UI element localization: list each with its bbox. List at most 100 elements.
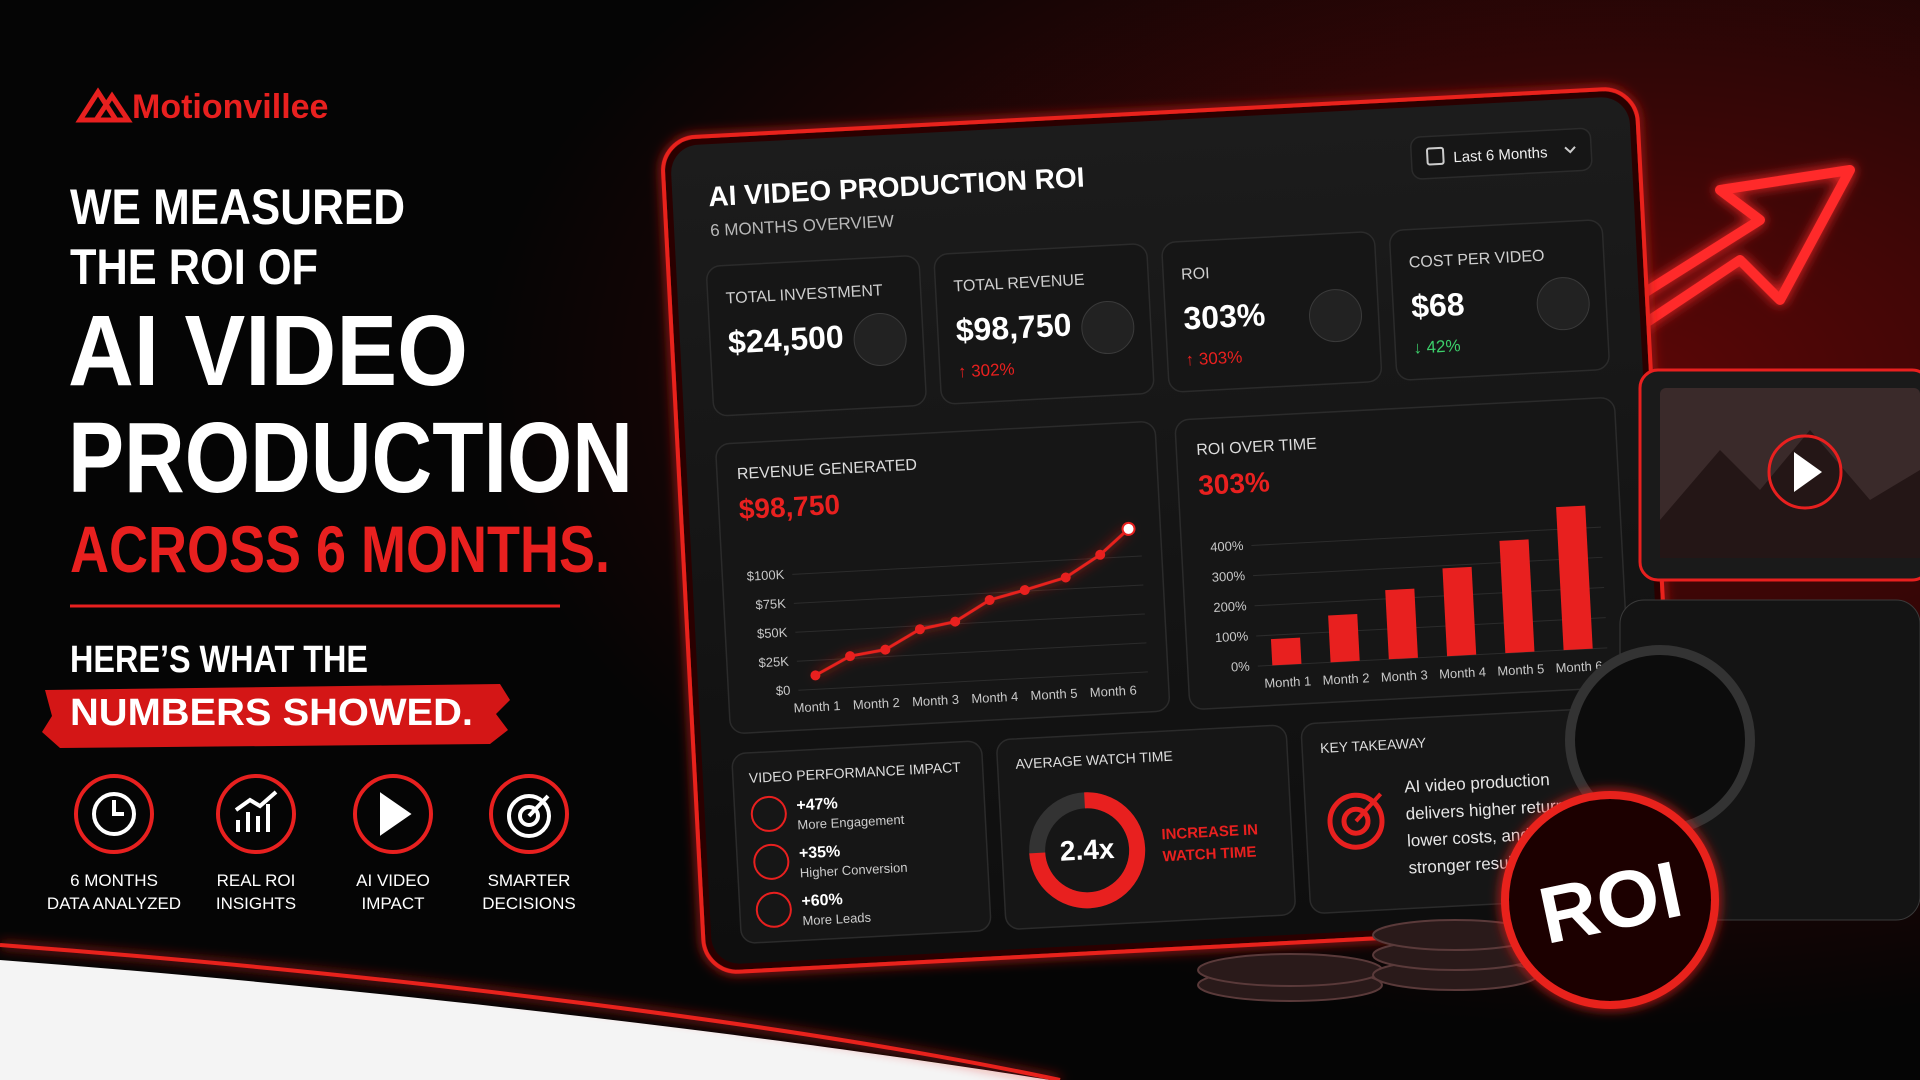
x-tick-label: Month 3 — [1380, 667, 1428, 684]
x-tick-label: Month 5 — [1030, 686, 1078, 703]
icon-ring — [489, 774, 569, 854]
play-icon — [380, 792, 412, 836]
x-tick-label: Month 3 — [912, 692, 960, 709]
kpi-icon — [1309, 289, 1363, 343]
plot: 0% 100% 200% 300% 400% Month 1 Month 2 Month 3 M… — [1210, 505, 1608, 691]
chart-title: ROI OVER TIME — [1196, 436, 1317, 459]
calendar-icon — [1426, 146, 1445, 166]
headline-large: AI VIDEO — [68, 295, 468, 407]
period-selector[interactable] — [1410, 127, 1593, 180]
y-tick-label: 0% — [1231, 659, 1251, 675]
revenue-line — [814, 527, 1130, 677]
brand-logo — [75, 87, 133, 123]
chart-headline: $98,750 — [738, 489, 841, 525]
y-tick-label: 100% — [1215, 628, 1249, 645]
y-tick-label: 400% — [1210, 538, 1244, 555]
kpi-card: ROI 303% ↑ 303% — [1161, 231, 1383, 393]
revenue-point — [1019, 585, 1030, 596]
plot: $0 $25K $50K $75K $100K Month 1 Month 2 Month 3… — [746, 521, 1148, 715]
watch-time-card: AVERAGE WATCH TIME 2.4x INCREASE IN WATC… — [996, 724, 1296, 930]
x-tick-label: Month 1 — [1264, 673, 1312, 690]
metric-icon — [753, 843, 790, 880]
grid-line — [1256, 617, 1606, 637]
kpi-change: ↓ 42% — [1413, 336, 1461, 357]
target-icon — [1327, 792, 1385, 850]
icon-ring — [353, 774, 433, 854]
coins — [1197, 919, 1538, 1002]
headline-large: PRODUCTION — [68, 402, 633, 514]
kpi-label: ROI — [1181, 265, 1210, 283]
revenue-card: REVENUE GENERATED $98,750 $0$25K$50K$75K… — [715, 421, 1171, 734]
x-tick-label: Month 2 — [852, 695, 900, 712]
card — [1389, 219, 1610, 381]
target-icon — [518, 805, 540, 827]
kpi-icon — [1081, 301, 1135, 355]
grid-line — [793, 584, 1144, 604]
revenue-point — [914, 624, 925, 635]
coin-stack — [1197, 953, 1383, 987]
card — [706, 255, 927, 417]
grid-line — [795, 613, 1145, 633]
revenue-point — [810, 670, 821, 681]
grid-line — [796, 642, 1147, 662]
feature-label: 6 MONTHS — [70, 871, 158, 890]
x-tick-label: Month 2 — [1322, 670, 1370, 687]
chart-headline: 303% — [1197, 466, 1270, 501]
revenue-point — [1060, 572, 1071, 583]
bar — [1270, 637, 1302, 666]
y-tick-label: 200% — [1213, 598, 1247, 615]
grid-line — [1257, 647, 1608, 667]
kpi-icon — [1536, 277, 1590, 331]
icon-ring — [216, 774, 296, 854]
target-arrow — [527, 794, 550, 818]
feature-label: REAL ROI — [217, 871, 296, 890]
bar — [1556, 505, 1593, 651]
watch-time-note: WATCH TIME — [1162, 843, 1257, 865]
performance-card: VIDEO PERFORMANCE IMPACT +47%More Engage… — [731, 740, 992, 944]
target-arrow — [1354, 792, 1383, 823]
y-tick-label: $100K — [746, 567, 785, 584]
grid-line — [1251, 526, 1601, 546]
x-tick-label: Month 5 — [1497, 661, 1545, 678]
chevron — [1564, 146, 1576, 154]
kpi-value: $24,500 — [727, 318, 844, 360]
clock-icon — [92, 792, 136, 836]
white-swoosh — [0, 960, 1050, 1080]
play-icon — [1794, 452, 1822, 492]
metric-value: +47% — [796, 795, 838, 814]
bar — [1499, 539, 1535, 654]
x-tick-label: Month 6 — [1089, 683, 1137, 700]
bar — [1442, 566, 1477, 657]
x-tick-label: Month 1 — [793, 698, 841, 715]
revenue-point — [984, 595, 995, 606]
metric-value: +35% — [799, 843, 841, 862]
brush-highlight — [42, 684, 510, 748]
y-tick-label: $0 — [776, 683, 791, 699]
feature-label: DECISIONS — [482, 894, 576, 913]
metric-label: More Engagement — [797, 812, 905, 833]
feature-icons — [74, 774, 569, 854]
kpi-label: TOTAL REVENUE — [953, 272, 1085, 296]
card — [933, 243, 1155, 405]
kpi-card: TOTAL INVESTMENT$24,500 — [706, 255, 927, 417]
play-ring — [1767, 434, 1843, 510]
red-swoosh — [0, 943, 1061, 1080]
feature-label: DATA ANALYZED — [47, 894, 181, 913]
headline: WE MEASURED — [70, 179, 405, 235]
card-title: KEY TAKEAWAY — [1320, 734, 1427, 756]
clock-hands — [112, 800, 124, 816]
metric-value: +60% — [801, 891, 843, 910]
kpi-value: $68 — [1410, 286, 1465, 325]
subhead: HERE’S WHAT THE — [70, 639, 368, 681]
metric-icon — [750, 795, 787, 832]
kpi-row: TOTAL INVESTMENT$24,500 TOTAL REVENUE $98,… — [706, 219, 1610, 417]
period-label: Last 6 Months — [1453, 144, 1548, 166]
card — [1161, 231, 1383, 393]
roi-card: ROI OVER TIME 303% 0% 100% 200% 300% 400% Mon… — [1174, 397, 1630, 710]
target-icon — [1341, 806, 1371, 836]
kpi-icon — [853, 312, 907, 366]
grid-line — [1254, 586, 1605, 607]
kpi-value: 303% — [1183, 296, 1267, 336]
grid-line — [1252, 556, 1603, 577]
